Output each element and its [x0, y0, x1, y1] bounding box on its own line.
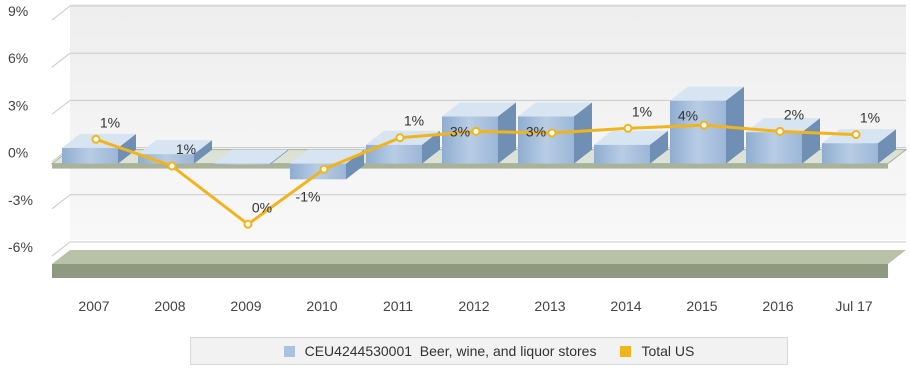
y-tick-label: 9% — [8, 3, 28, 19]
bar-top — [746, 118, 820, 133]
line-point — [623, 123, 633, 133]
line-point — [91, 134, 101, 144]
gridline-depth — [51, 100, 71, 115]
bar — [822, 143, 878, 164]
line-point — [243, 219, 253, 229]
x-tick-label: 2015 — [686, 298, 717, 314]
bar — [442, 116, 498, 164]
base-floor-front — [52, 264, 888, 278]
legend-label-bar: CEU4244530001 Beer, wine, and liquor sto… — [304, 343, 597, 359]
gridline-depth — [51, 241, 71, 257]
legend-item-beer-wine-liquor[interactable]: CEU4244530001 Beer, wine, and liquor sto… — [283, 343, 597, 359]
x-tick-label: 2010 — [306, 298, 337, 314]
gridline-depth — [51, 52, 71, 68]
line-data-label: 1% — [632, 103, 652, 119]
bar — [138, 154, 194, 164]
x-tick-label: 2008 — [154, 298, 185, 314]
line-data-label: 1% — [404, 113, 424, 129]
bar — [746, 132, 802, 164]
bar-side — [726, 86, 744, 164]
x-tick-label: 2012 — [458, 298, 489, 314]
line-data-label: 1% — [100, 114, 120, 130]
legend: CEU4244530001 Beer, wine, and liquor sto… — [190, 337, 788, 365]
line-data-label: 0% — [252, 199, 272, 215]
y-tick-label: -3% — [8, 192, 33, 208]
bar-top — [214, 149, 288, 164]
y-tick-label: 0% — [8, 145, 28, 161]
legend-swatch-bar — [283, 345, 295, 357]
line-data-label: 1% — [176, 141, 196, 157]
bar-top — [670, 86, 744, 101]
x-tick-label: 2009 — [230, 298, 261, 314]
line-point — [471, 126, 481, 136]
bar-side — [878, 129, 896, 164]
bar — [290, 163, 346, 180]
x-tick-label: 2013 — [534, 298, 565, 314]
gridline-depth — [51, 194, 71, 210]
bar-side — [346, 149, 364, 180]
bar-top — [594, 130, 668, 145]
bar-data-label: 3% — [526, 123, 546, 139]
line-point — [699, 120, 709, 130]
bar-top — [442, 102, 516, 117]
line-point — [547, 128, 557, 138]
y-tick-label: -6% — [8, 239, 33, 255]
bar-top — [518, 102, 592, 117]
bar-side — [270, 149, 288, 165]
legend-label-line: Total US — [641, 343, 695, 359]
bar-data-label: 3% — [450, 123, 470, 139]
gridline-depth — [51, 5, 71, 21]
bar — [670, 100, 726, 164]
legend-item-total-us[interactable]: Total US — [620, 343, 694, 359]
zero-plane-edge — [52, 163, 888, 169]
bar-data-label: 4% — [678, 108, 698, 124]
line-point — [319, 164, 329, 174]
x-tick-label: 2014 — [610, 298, 641, 314]
bar-side — [194, 140, 212, 164]
bar — [366, 144, 422, 164]
x-tick-label: 2011 — [383, 298, 413, 314]
x-tick-label: Jul 17 — [835, 298, 873, 314]
bar-top — [138, 140, 212, 155]
line-data-label: 2% — [784, 106, 804, 122]
bar — [214, 163, 270, 165]
bar — [62, 147, 118, 164]
legend-swatch-line — [620, 345, 632, 357]
bar-side — [422, 130, 440, 164]
line-point — [395, 133, 405, 143]
base-floor-top — [52, 250, 906, 264]
x-tick-label: 2007 — [78, 298, 109, 314]
bar-side — [802, 118, 820, 164]
bar — [594, 144, 650, 164]
line-point — [775, 126, 785, 136]
line-data-label: 1% — [860, 110, 880, 126]
y-tick-label: 6% — [8, 50, 28, 66]
y-tick-label: 3% — [8, 97, 28, 113]
bar-data-label: -1% — [296, 188, 321, 204]
line-point — [851, 130, 861, 140]
line-point — [167, 161, 177, 171]
bar-side — [574, 102, 592, 164]
bar-side — [650, 130, 668, 164]
x-tick-label: 2016 — [762, 298, 793, 314]
bar — [518, 116, 574, 164]
